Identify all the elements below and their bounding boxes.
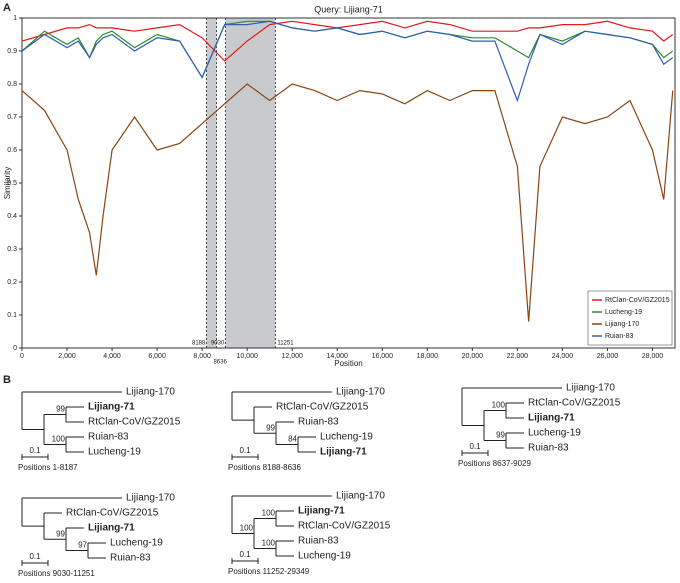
legend-label: Ruian-83 — [605, 333, 634, 340]
plot-frame — [21, 17, 676, 349]
bootstrap-label: 99 — [266, 423, 275, 432]
tree-label: Positions 8637-9029 — [458, 459, 531, 468]
series-line — [21, 20, 674, 62]
x-tick-label: 20,000 — [462, 353, 484, 360]
region-label: 8188 — [192, 341, 206, 347]
x-tick-label: 22,000 — [507, 353, 529, 360]
y-tick-label: 0 — [13, 345, 17, 352]
panel-label: A — [3, 2, 11, 14]
taxon-label: Lijiang-71 — [320, 447, 367, 458]
x-tick-label: 12,000 — [281, 353, 303, 360]
taxon-label: Ruian-83 — [88, 432, 129, 443]
taxon-label: Lucheng-19 — [298, 551, 351, 562]
taxon-label: Lucheng-19 — [320, 432, 373, 443]
region-label: 9030 — [211, 341, 225, 347]
taxon-label: Lijiang-170 — [566, 383, 615, 394]
bootstrap-label: 100 — [240, 524, 254, 533]
region — [225, 18, 276, 348]
chart-title: Query: Lijiang-71 — [314, 4, 383, 14]
bootstrap-label: 100 — [262, 509, 276, 518]
x-tick-label: 6,000 — [148, 353, 166, 360]
panel-label: B — [3, 374, 11, 386]
tree-label: Positions 11252-29349 — [228, 567, 310, 576]
taxon-label: RtClan-CoV/GZ2015 — [298, 521, 391, 532]
y-tick-label: 0.8 — [7, 81, 17, 88]
bootstrap-label: 99 — [496, 431, 505, 440]
y-tick-label: 0.5 — [7, 180, 17, 187]
y-tick-label: 0.9 — [7, 48, 17, 55]
taxon-label: Lijiang-170 — [126, 493, 175, 504]
taxon-label: Ruian-83 — [298, 417, 339, 428]
scale-label: 0.1 — [29, 552, 41, 561]
bootstrap-label: 99 — [56, 529, 65, 538]
tree-label: Positions 9030-11251 — [18, 569, 95, 578]
legend-label: Lucheng-19 — [605, 309, 642, 316]
x-tick-label: 16,000 — [372, 353, 394, 360]
bootstrap-label: 84 — [288, 435, 297, 444]
y-tick-label: 0.2 — [7, 279, 17, 286]
scale-label: 0.1 — [29, 446, 41, 455]
x-tick-label: 28,000 — [642, 353, 664, 360]
region — [206, 18, 217, 348]
taxon-label: Lijiang-71 — [88, 402, 135, 413]
tree-label: Positions 8188-8636 — [228, 463, 301, 472]
taxon-label: Ruian-83 — [298, 536, 339, 547]
x-tick-label: 0 — [20, 353, 24, 360]
bootstrap-label: 99 — [56, 405, 65, 414]
y-tick-label: 1 — [13, 15, 17, 22]
region-label: 11251 — [277, 341, 294, 347]
taxon-label: Lijiang-170 — [336, 387, 385, 398]
legend-label: RtClan-CoV/GZ2015 — [605, 297, 670, 304]
region-label: 8636 — [213, 360, 227, 366]
bootstrap-label: 100 — [492, 401, 506, 410]
taxon-label: Lijiang-170 — [336, 491, 385, 502]
x-tick-label: 8,000 — [193, 353, 211, 360]
x-axis-label: Position — [334, 359, 362, 368]
x-tick-label: 26,000 — [597, 353, 619, 360]
taxon-label: Lucheng-19 — [88, 447, 141, 458]
y-tick-label: 0.3 — [7, 246, 17, 253]
series-line — [21, 20, 674, 103]
y-axis-label: Similarity — [3, 167, 12, 199]
x-tick-label: 24,000 — [552, 353, 574, 360]
x-tick-label: 14,000 — [327, 353, 349, 360]
y-tick-label: 0.7 — [7, 114, 17, 121]
tree-label: Positions 1-8187 — [18, 463, 78, 472]
taxon-label: Ruian-83 — [528, 443, 569, 454]
taxon-label: Lucheng-19 — [110, 538, 163, 549]
taxon-label: Lijiang-170 — [126, 387, 175, 398]
taxon-label: RtClan-CoV/GZ2015 — [88, 417, 181, 428]
x-tick-label: 2,000 — [58, 353, 76, 360]
y-tick-label: 0.4 — [7, 213, 17, 220]
scale-label: 0.1 — [469, 442, 481, 451]
x-tick-label: 10,000 — [236, 353, 258, 360]
y-tick-label: 0.1 — [7, 312, 17, 319]
series-line — [21, 20, 674, 79]
taxon-label: Lucheng-19 — [528, 428, 581, 439]
y-tick-label: 0.6 — [7, 147, 17, 154]
taxon-label: RtClan-CoV/GZ2015 — [276, 402, 369, 413]
scale-label: 0.1 — [239, 446, 251, 455]
bootstrap-label: 100 — [262, 539, 276, 548]
x-tick-label: 4,000 — [103, 353, 121, 360]
taxon-label: RtClan-CoV/GZ2015 — [66, 508, 159, 519]
legend-label: Lijiang-170 — [605, 321, 639, 328]
taxon-label: RtClan-CoV/GZ2015 — [528, 398, 621, 409]
taxon-label: Ruian-83 — [110, 553, 151, 564]
scale-label: 0.1 — [239, 550, 251, 559]
taxon-label: Lijiang-71 — [528, 413, 575, 424]
x-tick-label: 18,000 — [417, 353, 439, 360]
taxon-label: Lijiang-71 — [298, 506, 345, 517]
bootstrap-label: 97 — [78, 541, 87, 550]
series-line — [21, 83, 674, 322]
bootstrap-label: 100 — [52, 435, 66, 444]
taxon-label: Lijiang-71 — [88, 523, 135, 534]
